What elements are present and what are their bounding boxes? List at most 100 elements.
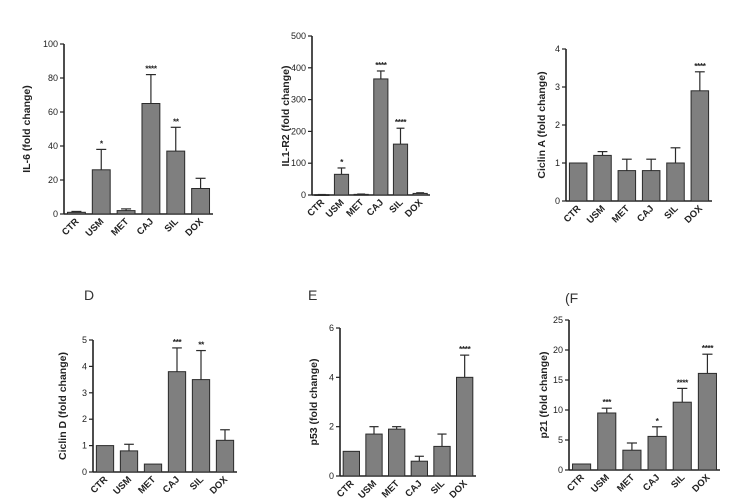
y-axis-label: p21 (fold change)	[538, 352, 550, 439]
y-tick-label: 10	[553, 405, 563, 415]
x-tick-label-met: MET	[136, 474, 158, 496]
significance-label: ****	[702, 343, 714, 353]
y-tick-label: 4	[82, 361, 87, 371]
y-tick-label: 80	[48, 73, 58, 83]
significance-label: ****	[145, 64, 157, 74]
bar-met	[617, 170, 637, 202]
bar-met	[388, 428, 406, 477]
bar-dox	[456, 376, 474, 477]
x-tick-label-met: MET	[610, 203, 632, 225]
significance-label: ****	[459, 344, 471, 354]
bar-sil	[392, 143, 409, 196]
chart-panel-1: IL-6 (fold change) 0 20 40 60 80 100 CTR * USM MET…	[21, 39, 213, 239]
bar-dox	[191, 188, 211, 215]
y-tick-label: 0	[82, 467, 87, 477]
panel-letter: D	[84, 287, 94, 303]
y-tick-label: 0	[558, 465, 563, 475]
x-tick-label-ctr: CTR	[565, 472, 587, 494]
x-tick-label-met: MET	[615, 472, 637, 494]
bar-sil	[191, 379, 211, 473]
x-tick-label-met: MET	[380, 478, 402, 499]
y-tick-label: 15	[553, 375, 563, 385]
y-tick-label: 0	[301, 190, 306, 200]
bar-sil	[433, 445, 451, 477]
x-tick-label-ctr: CTR	[305, 197, 327, 219]
x-tick-label-caj: CAJ	[635, 203, 656, 224]
y-tick-label: 2	[555, 120, 560, 130]
bar-ctr	[568, 162, 588, 202]
significance-label: ****	[694, 61, 706, 71]
y-axis-label: Ciclin A (fold change)	[536, 71, 548, 178]
y-tick-label: 500	[291, 31, 306, 41]
x-tick-label-usm: USM	[111, 474, 134, 497]
bar-sil	[166, 150, 186, 215]
significance-label: *	[340, 157, 344, 167]
y-tick-label: 4	[329, 372, 334, 382]
x-tick-label-ctr: CTR	[562, 203, 584, 225]
y-tick-label: 2	[329, 422, 334, 432]
x-tick-label-dox: DOX	[183, 216, 206, 239]
bar-caj	[141, 103, 161, 215]
significance-label: ****	[395, 117, 407, 127]
bar-usm	[365, 433, 383, 477]
y-axis-label: IL-6 (fold change)	[21, 85, 33, 173]
bar-usm	[333, 173, 350, 196]
chart-panel-2: IL1-R2 (fold change) 0 100 200 300 400 500 CTR *…	[280, 31, 430, 220]
x-tick-label-dox: DOX	[690, 472, 713, 495]
y-tick-label: 25	[553, 315, 563, 325]
y-tick-label: 5	[82, 335, 87, 345]
x-tick-label-usm: USM	[585, 203, 608, 226]
significance-label: **	[198, 340, 205, 350]
x-tick-label-sil: SIL	[429, 478, 447, 496]
y-tick-label: 1	[82, 441, 87, 451]
y-tick-label: 0	[53, 209, 58, 219]
chart-panel-6: (F p21 (fold change) 0 5 10 15 20 25 CTR *** USM ME…	[538, 290, 720, 495]
bar-met	[116, 210, 136, 215]
y-tick-label: 4	[555, 44, 560, 54]
x-tick-label-caj: CAJ	[135, 216, 156, 237]
y-tick-label: 400	[291, 63, 306, 73]
bar-caj	[373, 78, 389, 196]
y-tick-label: 100	[43, 39, 58, 49]
x-tick-label-ctr: CTR	[335, 478, 357, 499]
y-tick-label: 1	[555, 158, 560, 168]
bar-ctr	[66, 211, 86, 215]
x-tick-label-met: MET	[109, 216, 131, 238]
y-tick-label: 3	[82, 388, 87, 398]
y-tick-label: 0	[329, 471, 334, 481]
bar-caj	[410, 460, 428, 477]
y-axis-label: Ciclin D (fold change)	[57, 352, 69, 460]
bar-ctr	[95, 445, 115, 473]
panel-letter: E	[308, 287, 317, 303]
bar-caj	[641, 170, 661, 202]
panel-letter: (F	[565, 290, 578, 306]
x-tick-label-caj: CAJ	[365, 197, 386, 218]
x-tick-label-dox: DOX	[208, 474, 231, 497]
bar-dox	[412, 192, 428, 196]
bar-usm	[597, 412, 617, 471]
x-tick-label-caj: CAJ	[161, 474, 182, 495]
y-tick-label: 5	[558, 435, 563, 445]
y-tick-label: 0	[555, 196, 560, 206]
y-tick-label: 3	[555, 82, 560, 92]
bar-usm	[593, 154, 612, 202]
chart-panel-4: D Ciclin D (fold change) 0 1 2 3 4 5 CTR USM MET **…	[57, 287, 237, 497]
x-tick-label-met: MET	[344, 197, 366, 219]
significance-label: *	[100, 138, 104, 148]
x-tick-label-usm: USM	[84, 216, 107, 239]
y-tick-label: 2	[82, 414, 87, 424]
y-tick-label: 6	[329, 323, 334, 333]
significance-label: ****	[677, 377, 689, 387]
x-tick-label-dox: DOX	[447, 478, 470, 499]
x-tick-label-sil: SIL	[163, 216, 181, 234]
bar-dox	[215, 439, 235, 473]
x-tick-label-dox: DOX	[683, 203, 706, 226]
y-tick-label: 100	[291, 158, 306, 168]
bar-met	[622, 449, 642, 471]
y-tick-label: 20	[48, 175, 58, 185]
x-tick-label-caj: CAJ	[403, 478, 424, 499]
bar-usm	[91, 169, 111, 215]
bar-met	[143, 463, 163, 473]
significance-label: *	[656, 416, 660, 426]
